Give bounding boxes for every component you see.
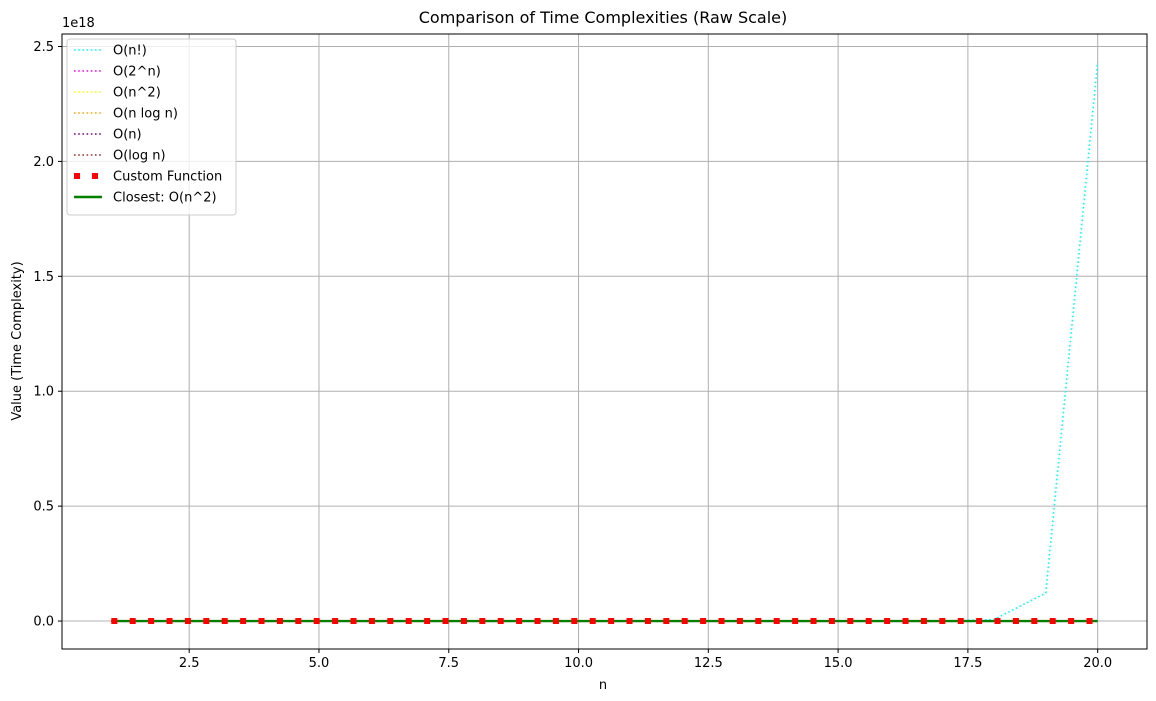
x-tick-label: 17.5 [953,656,982,671]
y-tick-label: 0.0 [33,615,54,630]
series-line-o-n [111,61,1099,622]
legend-label: O(2^n) [113,65,161,80]
y-tick-label: 2.5 [33,40,54,55]
y-tick-label: 1.0 [33,385,54,400]
series-layer [111,61,1099,625]
legend-label: Closest: O(n^2) [113,191,217,206]
y-tick-label: 1.5 [33,270,54,285]
y-axis: 0.0 0.5 1.0 1.5 2.0 2.5 [33,40,62,630]
legend-box [66,38,237,216]
legend-label: O(log n) [113,149,166,164]
x-tick-label: 5.0 [309,656,330,671]
x-tick-label: 12.5 [694,656,723,671]
x-tick-label: 2.5 [179,656,200,671]
legend-label: O(n^2) [113,86,161,101]
x-axis: 2.5 5.0 7.5 10.0 12.5 15.0 17.5 20.0 [179,649,1112,671]
legend-label: O(n log n) [113,107,178,122]
y-tick-label: 0.5 [33,500,54,515]
x-tick-label: 20.0 [1083,656,1112,671]
x-axis-label: n [599,678,607,693]
legend: O(n!) O(2^n) O(n^2) O(n log n) O(n) O(log n) C… [66,38,237,216]
legend-label: O(n!) [113,44,147,59]
grid [62,34,1147,649]
y-tick-label: 2.0 [33,155,54,170]
x-tick-label: 10.0 [564,656,593,671]
chart-title: Comparison of Time Complexities (Raw Sca… [419,8,788,27]
x-tick-label: 7.5 [438,656,459,671]
legend-label: Custom Function [113,170,222,185]
y-offset-label: 1e18 [62,16,95,31]
y-axis-label: Value (Time Complexity) [10,261,25,420]
plot-frame [61,33,1148,650]
legend-label: O(n) [113,128,142,143]
x-tick-label: 15.0 [824,656,853,671]
